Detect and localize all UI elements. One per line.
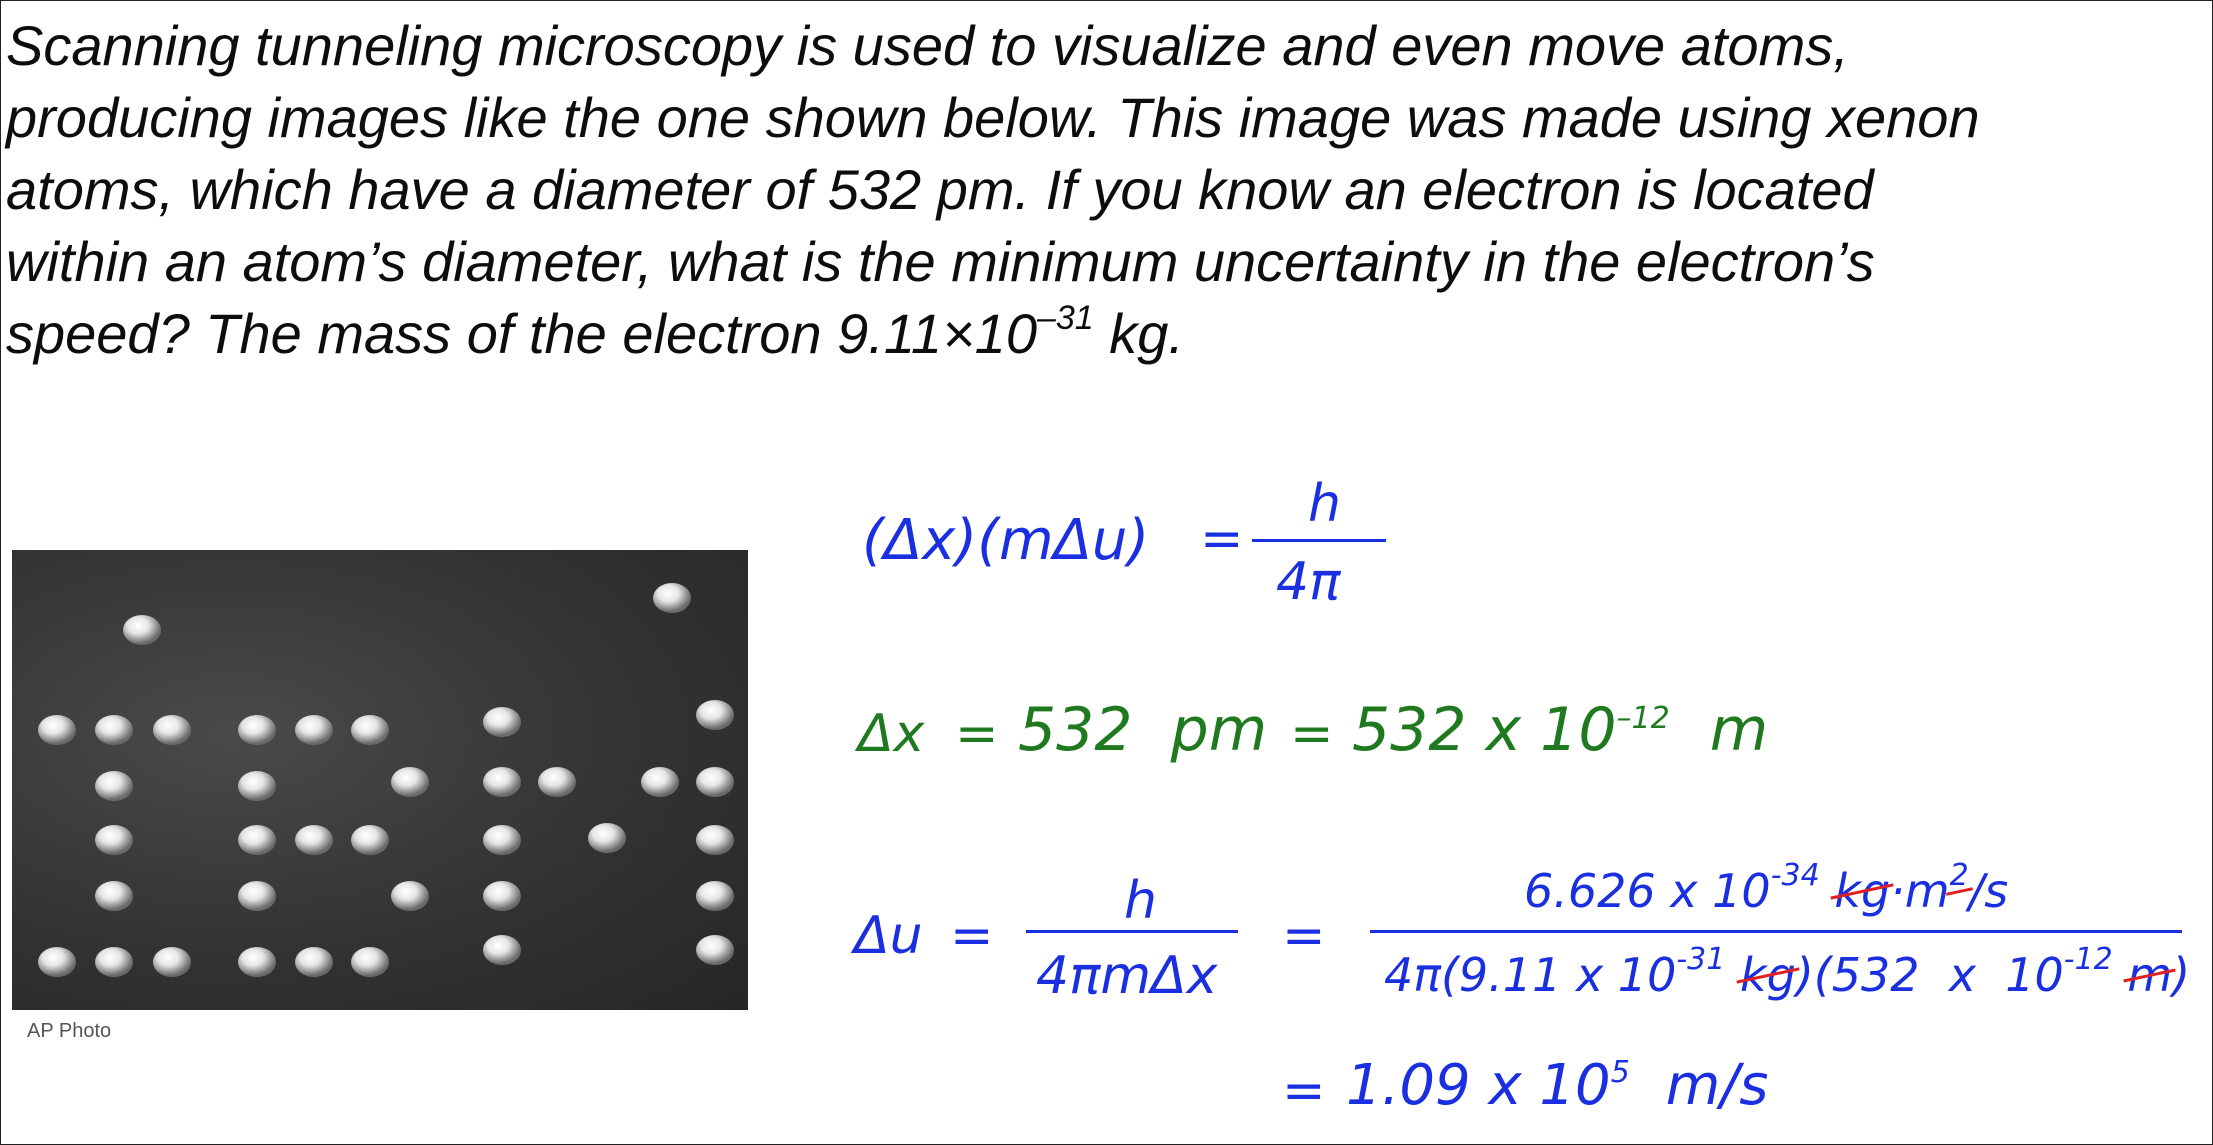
- photo-credit: AP Photo: [27, 1020, 112, 1042]
- eq3-big-den-b-exponent: -12: [2063, 942, 2113, 977]
- xenon-atom: [391, 881, 429, 911]
- eq4-base: 1.09 x 10: [1346, 1053, 1611, 1118]
- xenon-atom: [696, 767, 734, 797]
- xenon-atom: [38, 715, 76, 745]
- xenon-atom: [696, 700, 734, 730]
- xenon-atom: [351, 825, 389, 855]
- eq1-fraction-bar: [1252, 539, 1386, 542]
- eq4-equals: =: [1282, 1061, 1326, 1121]
- xenon-atom: [295, 715, 333, 745]
- eq3-big-num-exponent: -34: [1770, 858, 1820, 893]
- eq3-big-numerator: 6.626 x 10-34 kg·m2/s: [1524, 861, 2008, 918]
- eq2-equals-2: =: [1290, 704, 1334, 764]
- problem-line-5-text: speed? The mass of the electron 9.11×10: [6, 302, 1037, 365]
- xenon-atom: [238, 947, 276, 977]
- xenon-atom: [653, 583, 691, 613]
- eq3-big-num-dot: ·: [1890, 864, 1905, 918]
- eq3-big-num-tail: /s: [1968, 864, 2009, 918]
- xenon-atom: [153, 715, 191, 745]
- xenon-atom: [588, 823, 626, 853]
- xenon-atom: [95, 771, 133, 801]
- eq1-numerator: h: [1308, 474, 1341, 534]
- xenon-atom: [238, 771, 276, 801]
- eq2-rhs-unit: m: [1709, 695, 1769, 765]
- eq3-equals-2: =: [1282, 906, 1326, 966]
- xenon-atom: [696, 935, 734, 965]
- eq3-big-den-b: )(532 x 10: [1795, 948, 2064, 1002]
- eq3-big-num-m-exp-cancelled: 2: [1950, 861, 1969, 914]
- xenon-atom: [95, 715, 133, 745]
- xenon-atom: [123, 615, 161, 645]
- eq3-numerator: h: [1124, 871, 1157, 931]
- xenon-atom: [483, 825, 521, 855]
- xenon-atom: [538, 767, 576, 797]
- eq3-big-num-base: 6.626 x 10: [1524, 864, 1771, 918]
- xenon-atom: [641, 767, 679, 797]
- eq3-denominator: 4πmΔx: [1036, 946, 1218, 1006]
- eq2-rhs-exponent: –12: [1616, 701, 1670, 736]
- problem-line-2: producing images like the one shown belo…: [6, 86, 1980, 149]
- eq3-big-denominator: 4π(9.11 x 10-31 kg)(532 x 10-12 m): [1384, 945, 2190, 1002]
- stm-xenon-photo: [12, 550, 748, 1010]
- xenon-atom: [38, 947, 76, 977]
- xenon-atom: [351, 715, 389, 745]
- xenon-atom: [95, 947, 133, 977]
- eq4-unit: m/s: [1665, 1053, 1769, 1118]
- problem-line-4: within an atom’s diameter, what is the m…: [6, 230, 1875, 293]
- xenon-atom: [238, 715, 276, 745]
- xenon-atoms-image: [38, 583, 734, 977]
- problem-line-5: speed? The mass of the electron 9.11×10–…: [6, 298, 2206, 370]
- xenon-atom: [483, 881, 521, 911]
- xenon-atom: [238, 881, 276, 911]
- eq3-big-num-m-exponent: 2: [1949, 858, 1969, 893]
- eq2-value-pm: 532 pm: [1018, 695, 1268, 765]
- eq3-big-num-m: m: [1904, 864, 1950, 918]
- eq3-big-num-kg-cancelled: kg: [1834, 864, 1891, 918]
- xenon-atom: [391, 767, 429, 797]
- eq3-big-den-a-exponent: -31: [1676, 942, 1726, 977]
- xenon-atom: [295, 825, 333, 855]
- eq4-result: 1.09 x 105 m/s: [1346, 1058, 1768, 1114]
- xenon-atom: [295, 947, 333, 977]
- eq1-lhs: (Δx)(mΔu): [862, 508, 1150, 573]
- eq1-equals: =: [1200, 509, 1244, 569]
- problem-line-3: atoms, which have a diameter of 532 pm. …: [6, 158, 1874, 221]
- eq3-big-fraction-bar: [1370, 930, 2182, 933]
- eq3-big-den-close: ): [2172, 948, 2191, 1002]
- problem-line-5-unit: kg.: [1093, 302, 1184, 365]
- xenon-atom: [238, 825, 276, 855]
- eq4-exponent: 5: [1610, 1055, 1630, 1090]
- eq3-equals-1: =: [950, 906, 994, 966]
- eq2-lhs: Δx: [858, 704, 925, 764]
- eq3-fraction-bar: [1026, 930, 1238, 933]
- xenon-atom: [351, 947, 389, 977]
- eq3-big-den-kg-cancelled: kg: [1739, 948, 1796, 1002]
- xenon-atom: [696, 881, 734, 911]
- xenon-atom: [153, 947, 191, 977]
- eq1-denominator: 4π: [1276, 552, 1341, 612]
- eq2-value-m: 532 x 10–12 m: [1352, 700, 1768, 760]
- eq2-rhs-base: 532 x 10: [1352, 695, 1617, 765]
- xenon-atom: [483, 707, 521, 737]
- xenon-atom: [483, 767, 521, 797]
- problem-text: Scanning tunneling microscopy is used to…: [6, 10, 2206, 370]
- xenon-atom: [483, 935, 521, 965]
- xenon-atom: [95, 825, 133, 855]
- problem-line-1: Scanning tunneling microscopy is used to…: [6, 14, 1849, 77]
- eq3-big-den-m-cancelled: m: [2127, 948, 2173, 1002]
- eq3-big-den-a: 4π(9.11 x 10: [1384, 948, 1677, 1002]
- problem-exponent: –31: [1036, 299, 1094, 337]
- eq2-equals-1: =: [955, 704, 999, 764]
- xenon-atom: [95, 881, 133, 911]
- eq3-lhs: Δu: [854, 906, 923, 966]
- xenon-atom: [696, 825, 734, 855]
